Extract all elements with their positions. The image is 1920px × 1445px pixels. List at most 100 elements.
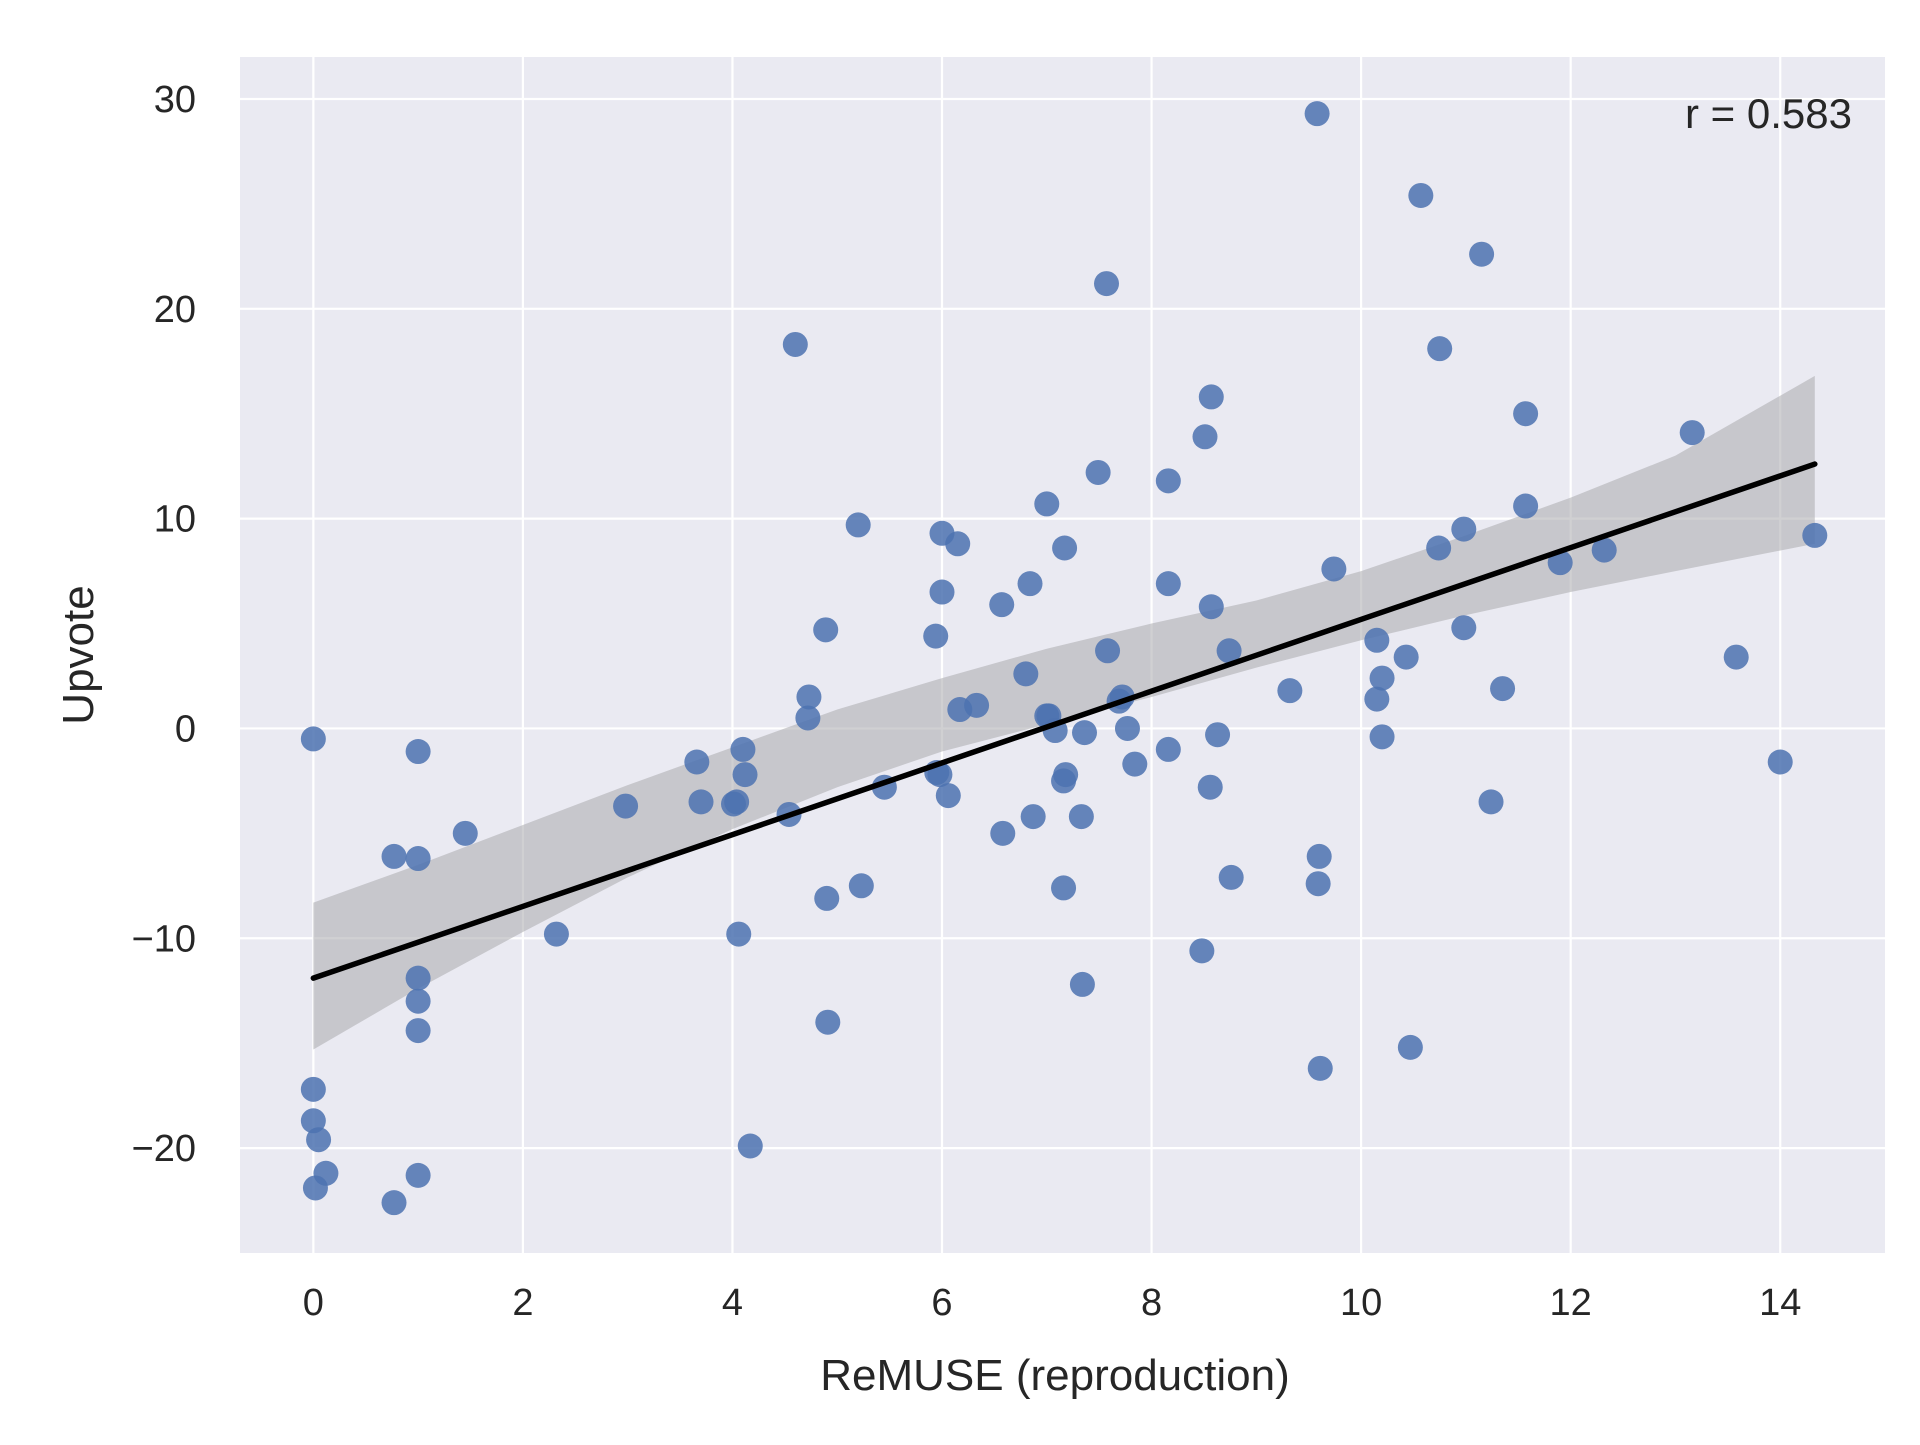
correlation-annotation: r = 0.583 [1685,90,1852,137]
data-point [726,921,752,947]
data-point [1192,424,1218,450]
x-tick-label: 12 [1550,1282,1592,1324]
data-point [796,684,822,710]
y-tick-label: 20 [154,289,196,331]
data-point [1094,271,1120,297]
x-tick-label: 8 [1141,1282,1162,1324]
data-point [1069,971,1095,997]
data-point [964,692,990,718]
data-point [1679,420,1705,446]
data-point [688,789,714,815]
data-point [1205,722,1231,748]
data-point [1155,571,1181,597]
data-point [724,789,750,815]
data-point [1802,522,1828,548]
y-tick-label: 10 [154,499,196,541]
data-point [1216,638,1242,664]
data-point [1547,550,1573,576]
data-point [1306,843,1332,869]
y-tick-label: 30 [154,79,196,121]
data-point [1478,789,1504,815]
data-point [405,1162,431,1188]
data-point [1469,241,1495,267]
data-point [1034,491,1060,517]
data-point [1198,594,1224,620]
points-layer [300,101,1828,1216]
data-point [1767,749,1793,775]
y-tick-label: 0 [175,708,196,750]
data-point [405,739,431,765]
data-point [1427,336,1453,362]
data-point [300,1108,326,1134]
x-tick-label: 4 [722,1282,743,1324]
data-point [1307,1055,1333,1081]
data-point [1020,804,1046,830]
data-point [1393,644,1419,670]
data-point [945,531,971,557]
regression-line-layer [310,461,1818,981]
data-point [1397,1034,1423,1060]
data-point [845,512,871,538]
data-point [1369,665,1395,691]
data-point [1451,516,1477,542]
data-point [990,820,1016,846]
data-point [732,762,758,788]
data-point [543,921,569,947]
data-point [737,1133,763,1159]
data-point [306,1127,332,1153]
data-point [1198,384,1224,410]
data-point [1277,678,1303,704]
data-point [1189,938,1215,964]
data-point [1155,468,1181,494]
data-point [405,1018,431,1044]
x-axis-label: ReMUSE (reproduction) [820,1351,1290,1400]
data-point [1017,571,1043,597]
data-point [795,705,821,731]
data-point [1369,724,1395,750]
data-point [300,1076,326,1102]
data-point [1122,751,1148,777]
x-tick-label: 10 [1340,1282,1382,1324]
y-tick-label: −20 [132,1128,196,1170]
y-axis-label: Upvote [54,585,103,724]
data-point [848,873,874,899]
data-point [1053,762,1079,788]
data-point [1013,661,1039,687]
data-point [929,579,955,605]
data-point [302,1175,328,1201]
data-point [782,331,808,357]
data-point [1051,875,1077,901]
data-point [1114,715,1140,741]
data-point [1364,686,1390,712]
data-point [405,846,431,872]
x-tick-label: 6 [931,1282,952,1324]
data-point [1591,537,1617,563]
data-point [1723,644,1749,670]
data-point [1513,401,1539,427]
data-point [684,749,710,775]
data-point [1072,720,1098,746]
confidence-band-layer [313,375,1815,1050]
data-point [1451,615,1477,641]
data-point [381,843,407,869]
data-point [405,988,431,1014]
x-tick-label: 0 [303,1282,324,1324]
data-point [935,783,961,809]
data-point [1305,871,1331,897]
data-point [1155,736,1181,762]
data-point [1364,627,1390,653]
data-point [381,1190,407,1216]
data-point [1085,459,1111,485]
data-point [814,885,840,911]
data-point [1052,535,1078,561]
data-point [815,1009,841,1035]
data-point [1321,556,1347,582]
x-tick-label: 14 [1759,1282,1801,1324]
data-point [1426,535,1452,561]
data-point [989,592,1015,618]
data-point [300,726,326,752]
data-point [1408,182,1434,208]
data-point [813,617,839,643]
tick-labels: 0 2 4 6 8 10 12 14 −20 −10 0 10 20 30 [132,79,1802,1324]
